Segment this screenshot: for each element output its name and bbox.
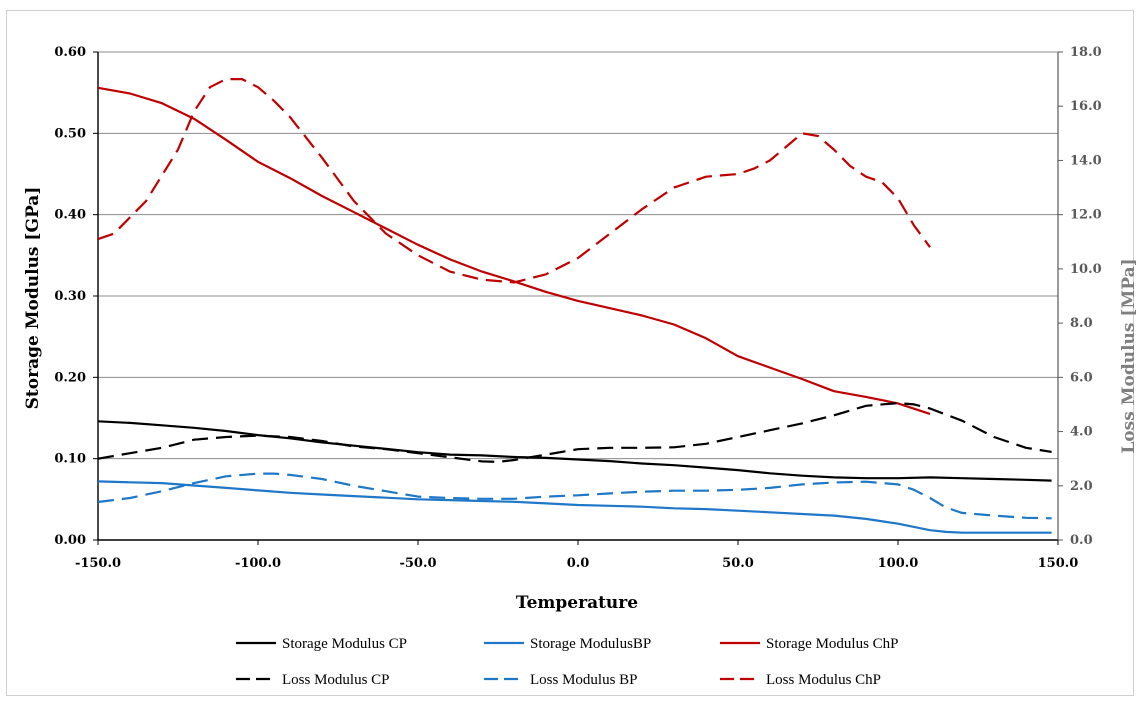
legend-label-2: Storage Modulus ChP [766, 636, 899, 652]
y2-tick-label: 0.0 [1070, 533, 1093, 548]
x-tick-label: 50.0 [722, 556, 754, 571]
right-y-axis-title: Loss Modulus [MPa] [1119, 258, 1139, 453]
y2-tick-label: 12.0 [1070, 208, 1102, 223]
x-tick-label: 100.0 [878, 556, 919, 571]
x-axis-ticks: -150.0 -100.0 -50.0 0.0 50.0 100.0 150.0 [75, 556, 1078, 571]
y2-tick-label: 6.0 [1070, 370, 1093, 385]
series-lines [97, 77, 1052, 534]
left-y-axis-title: Storage Modulus [GPa] [23, 187, 43, 410]
series-line-5 [97, 77, 931, 284]
y2-tick-label: 4.0 [1070, 425, 1093, 440]
legend: Storage Modulus CP Storage ModulusBP Stora… [236, 636, 899, 688]
y-tick-label: 0.60 [54, 45, 86, 60]
y-tick-label: 0.50 [54, 126, 86, 141]
y2-tick-label: 8.0 [1070, 316, 1093, 331]
right-y-axis-ticks: 0.0 2.0 4.0 6.0 8.0 10.0 12.0 14.0 16.0 18.0 [1070, 45, 1102, 548]
series-line-2 [97, 86, 931, 415]
legend-label-3: Loss Modulus CP [282, 672, 390, 688]
y2-tick-label: 16.0 [1070, 99, 1102, 114]
x-tick-label: -100.0 [235, 556, 281, 571]
series-line-1 [97, 480, 1052, 534]
legend-label-4: Loss Modulus BP [530, 672, 638, 688]
y-tick-label: 0.40 [54, 208, 86, 223]
y2-tick-label: 10.0 [1070, 262, 1102, 277]
y-tick-label: 0.20 [54, 370, 86, 385]
y2-tick-label: 18.0 [1070, 45, 1102, 60]
x-tick-label: 0.0 [567, 556, 590, 571]
y-tick-label: 0.00 [54, 533, 86, 548]
legend-label-0: Storage Modulus CP [282, 636, 407, 652]
series-line-3 [97, 402, 1052, 463]
legend-label-1: Storage ModulusBP [530, 636, 651, 652]
series-line-4 [97, 472, 1052, 520]
x-tick-label: -50.0 [399, 556, 436, 571]
legend-label-5: Loss Modulus ChP [766, 672, 881, 688]
chart-frame [6, 10, 1134, 696]
y2-tick-label: 2.0 [1070, 479, 1093, 494]
y-tick-label: 0.30 [54, 289, 86, 304]
x-tick-label: 150.0 [1038, 556, 1079, 571]
x-tick-label: -150.0 [75, 556, 121, 571]
series-line-0 [97, 420, 1052, 482]
y-tick-label: 0.10 [54, 452, 86, 467]
y2-tick-label: 14.0 [1070, 153, 1102, 168]
left-y-axis-ticks: 0.00 0.10 0.20 0.30 0.40 0.50 0.60 [54, 45, 86, 548]
gridlines [98, 51, 1058, 460]
x-axis-title: Temperature [516, 593, 638, 613]
axes [93, 51, 1063, 545]
